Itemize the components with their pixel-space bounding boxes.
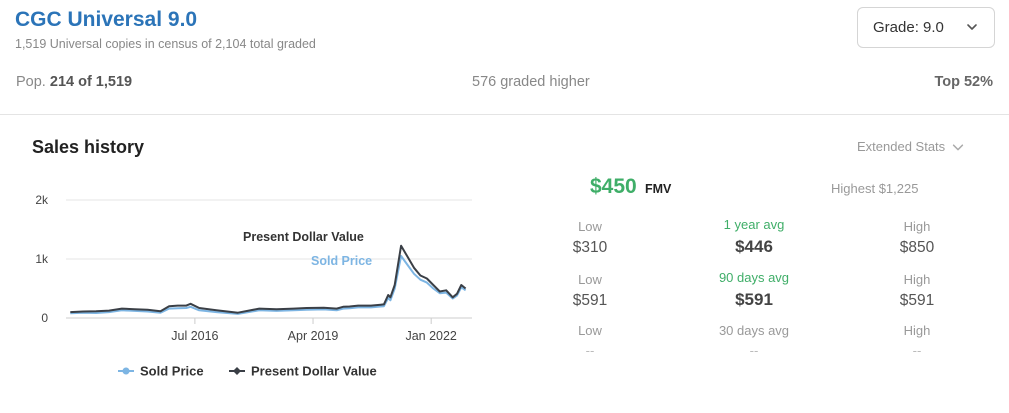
highest-sale: Highest $1,225 bbox=[831, 181, 919, 196]
present-value-annotation: Present Dollar Value bbox=[243, 230, 364, 244]
x-tick-label: Apr 2019 bbox=[288, 329, 339, 343]
avg-label: 1 year avg bbox=[723, 217, 785, 232]
low-value: $310 bbox=[572, 239, 608, 256]
chevron-down-icon bbox=[967, 24, 977, 30]
avg-value: $591 bbox=[735, 290, 773, 309]
high-1y: High $850 bbox=[862, 219, 972, 257]
extended-stats-label: Extended Stats bbox=[857, 139, 946, 154]
fmv-label: FMV bbox=[645, 182, 672, 196]
present-value-line bbox=[70, 244, 467, 314]
legend-label: Sold Price bbox=[140, 364, 204, 379]
legend-marker bbox=[122, 367, 130, 375]
pop-prefix: Pop. bbox=[16, 74, 46, 90]
pop-value: 214 of 1,519 bbox=[49, 74, 133, 90]
high-value: -- bbox=[912, 343, 922, 358]
high-30d: High -- bbox=[862, 323, 972, 358]
y-tick-label: 2k bbox=[35, 193, 49, 207]
y-tick-label: 0 bbox=[41, 311, 48, 325]
sales-history-title: Sales history bbox=[32, 137, 145, 157]
low-value: -- bbox=[585, 343, 595, 358]
avg-label: 30 days avg bbox=[718, 323, 790, 338]
avg-90d: 90 days avg $591 bbox=[699, 270, 809, 310]
high-90d: High $591 bbox=[862, 272, 972, 310]
graded-higher: 576 graded higher bbox=[472, 74, 590, 90]
high-value: $850 bbox=[899, 239, 935, 256]
low-label: Low bbox=[578, 272, 602, 287]
avg-value: -- bbox=[749, 343, 759, 358]
high-label: High bbox=[903, 323, 931, 338]
top-percent: Top 52% bbox=[934, 74, 993, 90]
low-30d: Low -- bbox=[535, 323, 645, 358]
low-90d: Low $591 bbox=[535, 272, 645, 310]
legend-label: Present Dollar Value bbox=[251, 364, 377, 379]
avg-30d: 30 days avg -- bbox=[699, 323, 809, 358]
grade-select-label: Grade: 9.0 bbox=[873, 19, 944, 36]
population: Pop. 214 of 1,519 bbox=[16, 74, 132, 90]
section-divider bbox=[0, 114, 1009, 115]
avg-1y: 1 year avg $446 bbox=[699, 217, 809, 257]
avg-label: 90 days avg bbox=[718, 270, 790, 285]
extended-stats-toggle[interactable]: Extended Stats bbox=[857, 139, 965, 154]
fmv-value: $450 bbox=[590, 175, 637, 198]
sales-history-chart: 0 1k 2k Jul 2016 Apr 2019 Jan 2022 Present Dol… bbox=[35, 193, 472, 379]
low-label: Low bbox=[578, 219, 602, 234]
low-value: $591 bbox=[572, 292, 608, 309]
grade-select[interactable]: Grade: 9.0 bbox=[857, 7, 995, 48]
legend-marker bbox=[233, 367, 241, 375]
x-tick-label: Jul 2016 bbox=[171, 329, 218, 343]
low-label: Low bbox=[578, 323, 602, 338]
sold-price-line bbox=[70, 255, 467, 315]
sold-price-annotation: Sold Price bbox=[311, 254, 372, 268]
x-tick-label: Jan 2022 bbox=[405, 329, 456, 343]
high-label: High bbox=[903, 272, 931, 287]
page-title: CGC Universal 9.0 bbox=[15, 8, 198, 31]
avg-value: $446 bbox=[735, 237, 773, 256]
high-label: High bbox=[903, 219, 931, 234]
census-subtitle: 1,519 Universal copies in census of 2,10… bbox=[15, 37, 316, 51]
population-stats: Pop. 214 of 1,519 576 graded higher Top … bbox=[16, 74, 993, 94]
y-tick-label: 1k bbox=[35, 252, 49, 266]
high-value: $591 bbox=[899, 292, 935, 309]
low-1y: Low $310 bbox=[535, 219, 645, 257]
chevron-down-icon bbox=[953, 143, 964, 150]
